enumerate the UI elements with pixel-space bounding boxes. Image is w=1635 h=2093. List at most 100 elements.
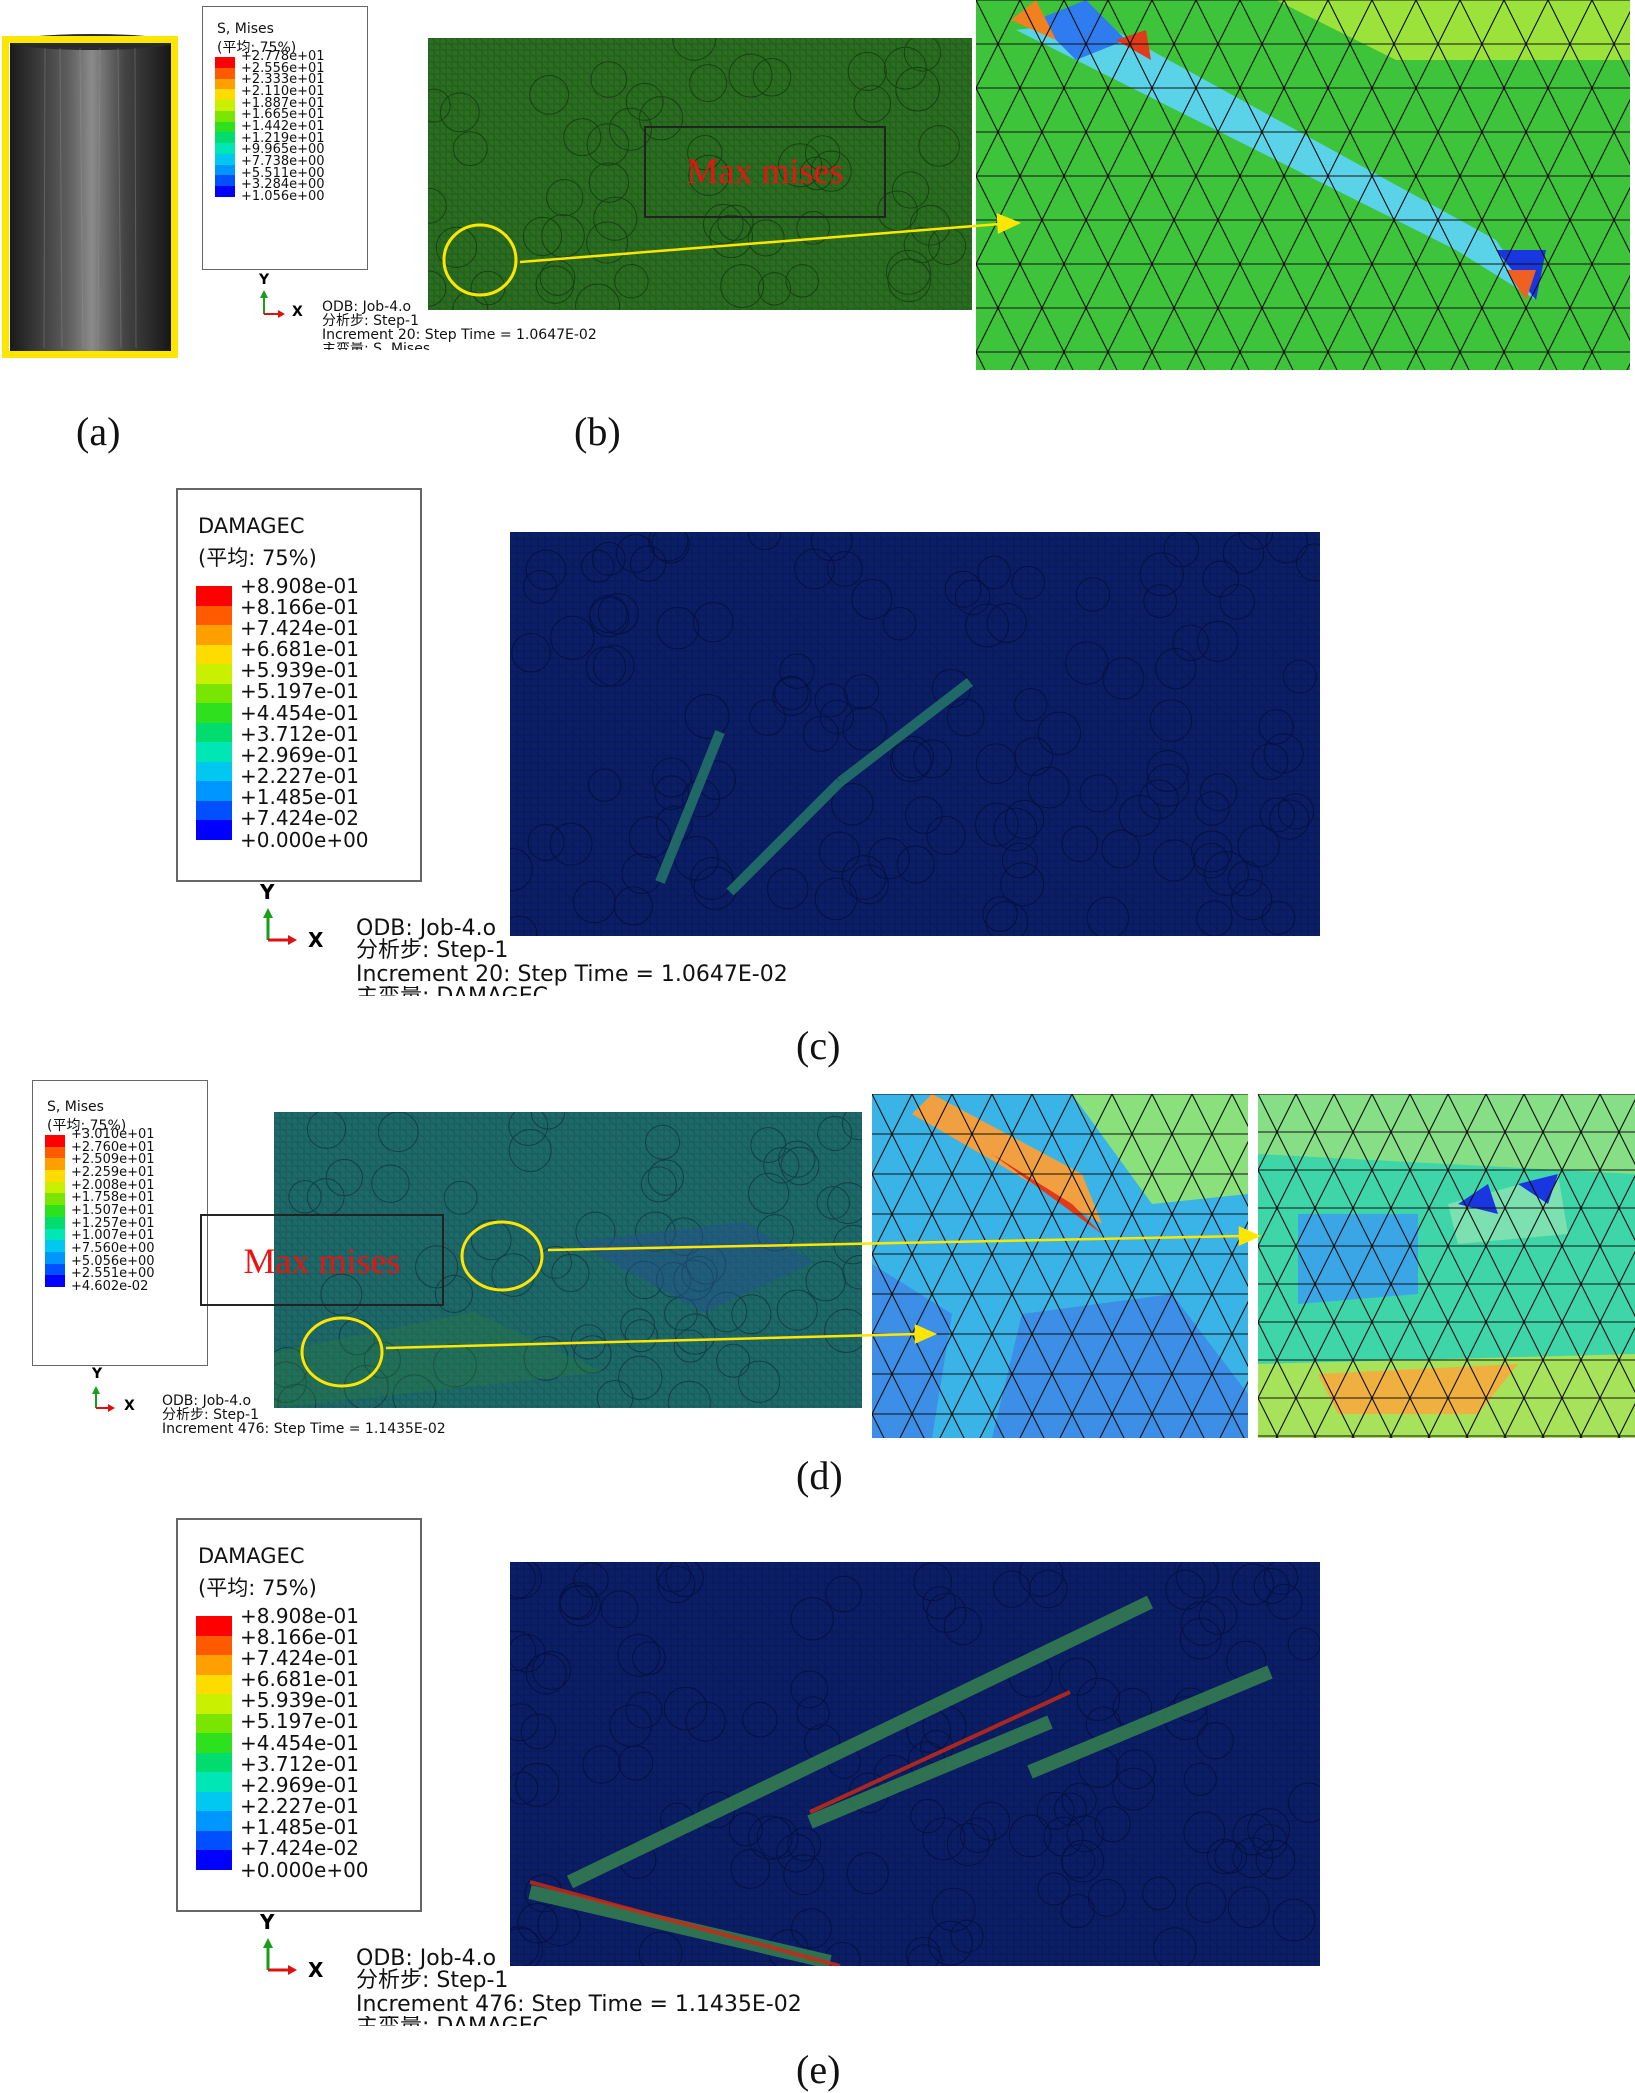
legend-swatch [215, 100, 235, 111]
legend-swatch [45, 1251, 65, 1264]
legend-value: +1.485e-01 [240, 785, 359, 810]
legend-value: +7.424e-02 [240, 1836, 359, 1861]
zoom-view-b [976, 0, 1630, 370]
legend-swatch [45, 1193, 65, 1206]
legend-value: +7.560e+00 [71, 1240, 155, 1256]
legend-subtitle: (平均: 75%) [217, 40, 297, 56]
zoom-view-d-right [1258, 1094, 1635, 1438]
legend-value: +1.219e+01 [241, 130, 325, 146]
legend-value: +5.939e-01 [240, 658, 359, 683]
axis-triad-c: Y X [258, 880, 338, 952]
axis-y-label: Y [259, 272, 270, 288]
info-variable: 主变量: S, Mises [322, 342, 431, 350]
legend-value: +2.551e+00 [71, 1266, 155, 1282]
mesh-view-b [428, 38, 972, 310]
legend-damagec-c: DAMAGEC (平均: 75%) +8.908e-01 +8.166e-01 +7… [176, 488, 422, 882]
legend-swatch [45, 1181, 65, 1194]
axis-triad-b: Y X [256, 272, 316, 322]
specimen-photo [0, 28, 184, 368]
axis-x-label: X [308, 928, 324, 952]
legend-swatch [45, 1135, 65, 1147]
legend-value: +4.454e-01 [240, 700, 359, 725]
legend-swatch [196, 1733, 232, 1753]
legend-swatch [196, 1616, 232, 1636]
panel-label-b: (b) [574, 409, 621, 454]
legend-swatch [45, 1275, 65, 1287]
legend-color-strip [196, 586, 232, 840]
legend-value: +5.511e+00 [241, 165, 325, 181]
legend-swatch [196, 1772, 232, 1792]
legend-swatch [45, 1205, 65, 1217]
legend-value: +1.485e-01 [240, 1815, 359, 1840]
legend-title: S, Mises [217, 21, 274, 37]
legend-swatch [196, 644, 232, 665]
legend-swatch [196, 1850, 232, 1870]
axis-x-label: X [124, 1398, 135, 1414]
legend-value: +2.333e+01 [241, 72, 325, 88]
legend-swatch [196, 1791, 232, 1812]
legend-value: +2.969e-01 [240, 1772, 359, 1797]
legend-value: +0.000e+00 [240, 827, 369, 852]
legend-value: +3.284e+00 [241, 177, 325, 193]
legend-value: +7.738e+00 [241, 153, 325, 169]
legend-value: +2.509e+01 [71, 1152, 155, 1168]
legend-value: +2.227e-01 [240, 764, 359, 789]
legend-value: +8.908e-01 [240, 573, 359, 598]
info-odb: ODB: Job-4.o [322, 299, 412, 315]
info-increment: Increment 476: Step Time = 1.1435E-02 [356, 1992, 802, 2017]
legend-swatch [215, 186, 235, 197]
legend-value: +1.887e+01 [241, 95, 325, 111]
legend-damagec-e: DAMAGEC (平均: 75%) +8.908e-01 +8.166e-01 +7… [176, 1518, 422, 1912]
legend-swatch [215, 132, 235, 144]
legend-value: +2.227e-01 [240, 1794, 359, 1819]
legend-value: +1.758e+01 [71, 1190, 155, 1206]
legend-value: +2.110e+01 [241, 83, 325, 99]
legend-value: +8.166e-01 [240, 1624, 359, 1649]
legend-value: +1.442e+01 [241, 118, 325, 134]
axis-y-label: Y [260, 1910, 275, 1934]
panel-label-a: (a) [76, 409, 121, 454]
legend-value: +7.424e-02 [240, 806, 359, 831]
axis-y-label: Y [260, 880, 275, 904]
legend-color-strip [215, 57, 235, 197]
legend-swatch [196, 800, 232, 821]
max-mises-box-b: Max mises [644, 126, 886, 218]
legend-swatch [215, 121, 235, 133]
max-mises-label-d: Max mises [243, 1241, 401, 1281]
legend-swatch [196, 761, 232, 782]
legend-swatch [196, 742, 232, 762]
legend-value: +4.454e-01 [240, 1730, 359, 1755]
legend-title: S, Mises [47, 1099, 104, 1115]
panel-label-e: (e) [796, 2047, 841, 2092]
legend-color-strip [45, 1135, 65, 1287]
legend-swatch [196, 1830, 232, 1851]
legend-swatch [45, 1146, 65, 1159]
legend-value: +7.424e-01 [240, 615, 359, 640]
legend-mises-b: S, Mises (平均: 75%) +2.778e+01 +2.556e+01 +… [202, 6, 368, 270]
legend-mises-d: S, Mises (平均: 75%) +3.010e+01 +2.760e+01 +… [32, 1080, 208, 1366]
legend-swatch [196, 605, 232, 626]
legend-swatch [45, 1228, 65, 1241]
axis-x-label: X [308, 1958, 324, 1982]
legend-swatch [45, 1216, 65, 1229]
legend-swatch [215, 57, 235, 68]
axis-triad-e: Y X [258, 1910, 338, 1982]
panel-label-d: (d) [796, 1453, 843, 1498]
panel-label-c: (c) [796, 1023, 841, 1068]
axis-x-label: X [292, 304, 303, 320]
info-step: 分析步: Step-1 [322, 313, 420, 329]
legend-value: +4.602e-02 [71, 1278, 149, 1294]
info-block-e: ODB: Job-4.o 分析步: Step-1 Increment 476: … [356, 1948, 802, 2027]
legend-swatch [196, 1752, 232, 1773]
legend-value: +3.712e-01 [240, 1751, 359, 1776]
legend-value: +7.424e-01 [240, 1645, 359, 1670]
axis-y-label: Y [92, 1366, 103, 1382]
legend-swatch [196, 703, 232, 723]
legend-swatch [196, 820, 232, 840]
legend-swatch [196, 1811, 232, 1831]
max-mises-box-d: Max mises [200, 1214, 444, 1306]
legend-swatch [196, 664, 232, 684]
legend-swatch [196, 683, 232, 704]
info-odb: ODB: Job-4.o [356, 916, 497, 941]
legend-value: +3.010e+01 [71, 1126, 155, 1142]
